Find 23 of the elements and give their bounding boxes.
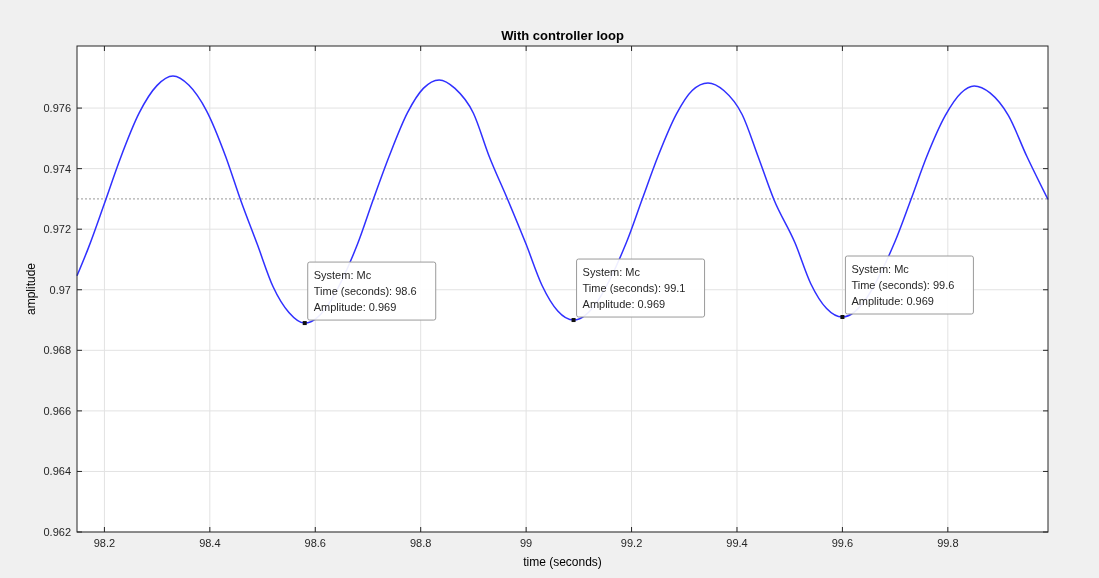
y-tick-label: 0.974 [43, 162, 71, 175]
chart-title: With controller loop [501, 28, 624, 43]
y-tick-label: 0.962 [43, 526, 71, 538]
annotation: System: Mc Time (seconds): 99.6 Amplitude: 0.969 [851, 263, 955, 308]
y-tick-label: 0.964 [43, 465, 71, 478]
annotation: System: Mc Time (seconds): 98.6 Amplitude: 0.969 [313, 269, 417, 314]
y-axis-title: amplitude [24, 262, 38, 316]
y-tick-label: 0.972 [43, 223, 71, 236]
annotation: System: Mc Time (seconds): 99.1 Amplitude: 0.969 [582, 266, 686, 311]
x-tick-label: 98.6 [304, 537, 326, 549]
y-tick-label: 0.968 [43, 344, 71, 357]
y-tick-label: 0.97 [49, 283, 71, 296]
x-tick-label: 98.8 [409, 537, 432, 549]
x-tick-label: 99.8 [937, 537, 959, 549]
x-axis-title: time (seconds) [523, 555, 602, 569]
y-tick-label: 0.976 [43, 102, 71, 115]
x-tick-label: 98.2 [93, 537, 116, 549]
x-tick-label: 99 [520, 537, 533, 549]
x-tick-label: 99.2 [620, 537, 643, 549]
x-tick-label: 99.4 [726, 537, 748, 549]
x-tick-label: 99.6 [831, 537, 854, 549]
y-tick-label: 0.966 [43, 404, 71, 417]
x-tick-label: 98.4 [199, 537, 221, 549]
